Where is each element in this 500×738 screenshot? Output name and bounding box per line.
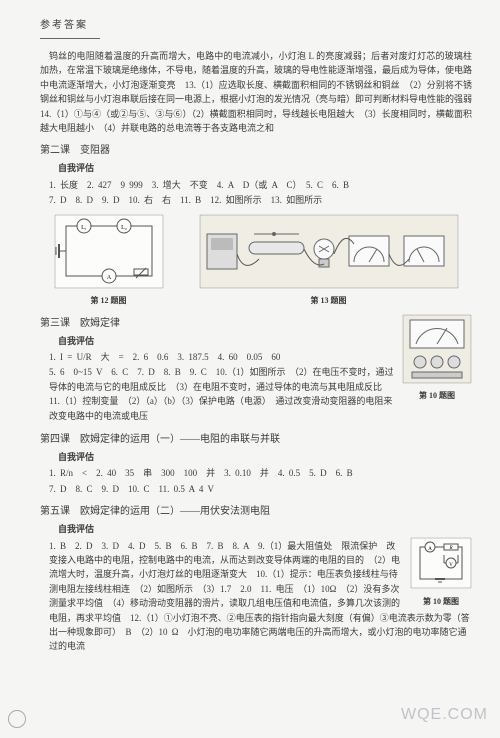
fig12-box: L₁ L₂ A 第 12 题图: [54, 214, 164, 308]
circuit-schematic-icon: A R V: [410, 537, 472, 589]
meter-photo-icon: [402, 314, 472, 384]
watermark: WQE.COM: [401, 702, 488, 728]
svg-text:A: A: [106, 275, 111, 281]
lesson3-fig10-caption: 第 10 题图: [402, 390, 472, 403]
lesson3-fig10: 第 10 题图: [402, 314, 472, 403]
svg-text:L₁: L₁: [81, 225, 87, 231]
lesson2-line2: 7. D 8. D 9. D 10. 右 右 11. B 12. 如图所示 13…: [49, 193, 472, 207]
lesson5-fig10-caption: 第 10 题图: [410, 596, 472, 609]
circuit-diagram-icon: L₁ L₂ A: [54, 214, 164, 289]
fig12-caption: 第 12 题图: [54, 295, 164, 308]
fig13-box: 第 13 题图: [199, 214, 459, 308]
circuit-photo-icon: [199, 214, 459, 289]
lesson5-fig10: A R V 第 10 题图: [410, 537, 472, 608]
svg-text:V: V: [449, 563, 453, 568]
lesson4-sub: 自我评估: [58, 450, 472, 464]
fig13-caption: 第 13 题图: [199, 295, 459, 308]
lesson5-line1: 1. B 2. D 3. D 4. D 5. B 6. B 7. B 8. A …: [49, 539, 472, 654]
lesson2-figures: L₁ L₂ A 第 12 题图: [40, 214, 472, 308]
lesson2-sub: 自我评估: [58, 161, 472, 175]
lesson4-title: 第四课 欧姆定律的运用（一）——电阻的串联与并联: [40, 432, 472, 448]
intro-paragraph: 钨丝的电阻随着温度的升高而增大，电路中的电流减小，小灯泡 L 的亮度减弱；后者对…: [40, 49, 472, 135]
svg-text:R: R: [448, 546, 452, 551]
lesson4-line1: 1. R/n < 2. 40 35 串 300 100 并 3. 0.10 并 …: [49, 466, 472, 480]
page-header: 参考答案: [40, 18, 100, 39]
lesson2-line1: 1. 长度 2. 427 9 999 3. 增大 不变 4. A D（或 A C…: [49, 178, 472, 192]
lesson2-title: 第二课 变阻器: [40, 143, 472, 159]
page-decoration-icon: [8, 710, 26, 728]
lesson5-title: 第五课 欧姆定律的运用（二）——用伏安法测电阻: [40, 504, 472, 520]
lesson5-sub: 自我评估: [58, 522, 472, 536]
svg-text:A: A: [428, 547, 432, 552]
lesson4-line2: 7. D 8. C 9. D 10. C 11. 0.5 A 4 V: [49, 482, 472, 496]
svg-text:L₂: L₂: [121, 225, 127, 231]
